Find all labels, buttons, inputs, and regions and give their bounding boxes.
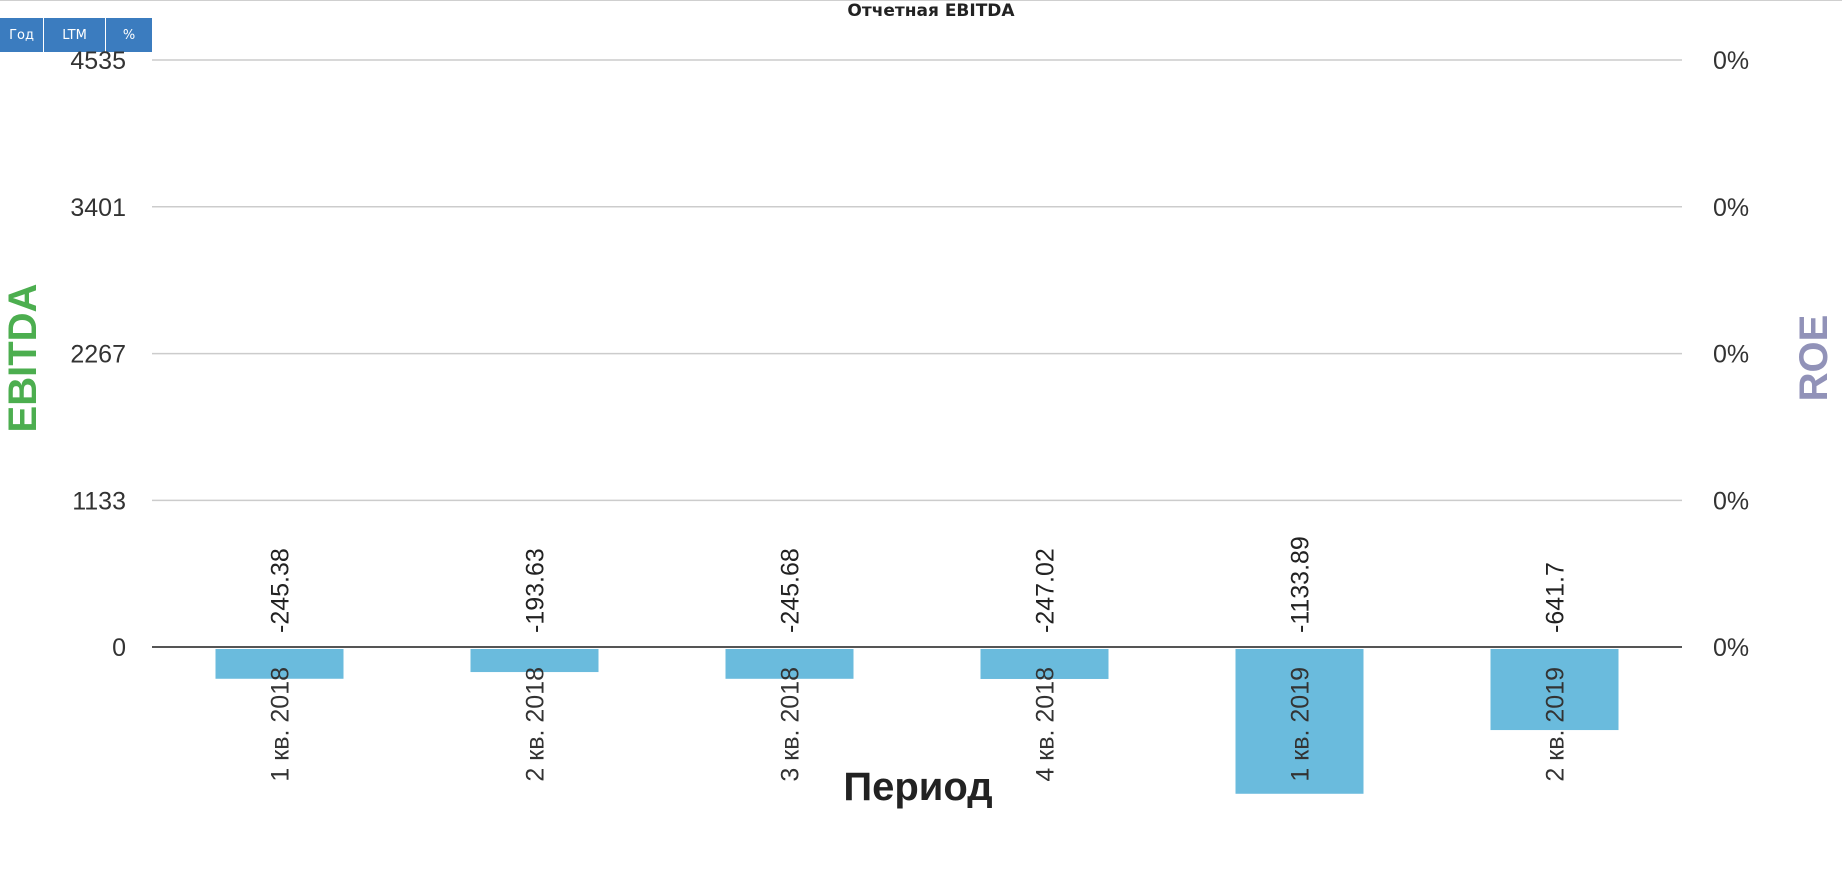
bar [1490,649,1619,731]
bars-layer [215,649,1619,794]
y-tick-label-right: 0% [1713,47,1749,75]
chart-title: Отчетная EBITDA [847,1,1015,21]
x-tick-label: 2 кв. 2018 [522,667,550,782]
percent-button[interactable]: % [106,18,152,52]
y-tick-label: 4535 [70,47,126,75]
grid-layer: 4535 0% 3401 0% 2267 0% 1133 0% 0 0% [70,47,1749,662]
data-label: -245.68 [777,548,805,633]
year-button[interactable]: Год [0,18,44,52]
y-axis-title-left: EBITDA [1,284,45,433]
bar [215,649,344,679]
x-tick-label: 3 кв. 2018 [777,667,805,782]
bar [725,649,854,679]
x-tick-label: 2 кв. 2019 [1542,667,1570,782]
data-label: -641.7 [1542,562,1570,633]
top-rule [0,0,1842,1]
data-label: -193.63 [522,548,550,633]
y-tick-label: 2267 [70,341,126,369]
bar [1235,649,1364,794]
x-tick-label: 1 кв. 2019 [1287,667,1315,782]
data-label: -1133.89 [1287,536,1315,633]
bar [980,649,1109,679]
y-tick-label: 0 [112,634,126,662]
x-tick-label: 4 кв. 2018 [1032,667,1060,782]
period-toolbar: Год LTM % [0,18,152,52]
data-label: -247.02 [1032,548,1060,633]
y-axis-title-right: ROE [1792,315,1836,402]
y-tick-label-right: 0% [1713,341,1749,369]
y-tick-label-right: 0% [1713,487,1749,515]
labels-layer: -245.38 1 кв. 2018 -193.63 2 кв. 2018 -245.6… [267,536,1570,781]
y-tick-label-right: 0% [1713,634,1749,662]
y-tick-label: 3401 [70,194,126,222]
ltm-button[interactable]: LTM [44,18,106,52]
bar [470,649,599,673]
x-tick-label: 1 кв. 2018 [267,667,295,782]
y-tick-label: 1133 [72,487,126,515]
x-axis-title: Период [843,765,992,809]
y-tick-label-right: 0% [1713,194,1749,222]
data-label: -245.38 [267,548,295,633]
